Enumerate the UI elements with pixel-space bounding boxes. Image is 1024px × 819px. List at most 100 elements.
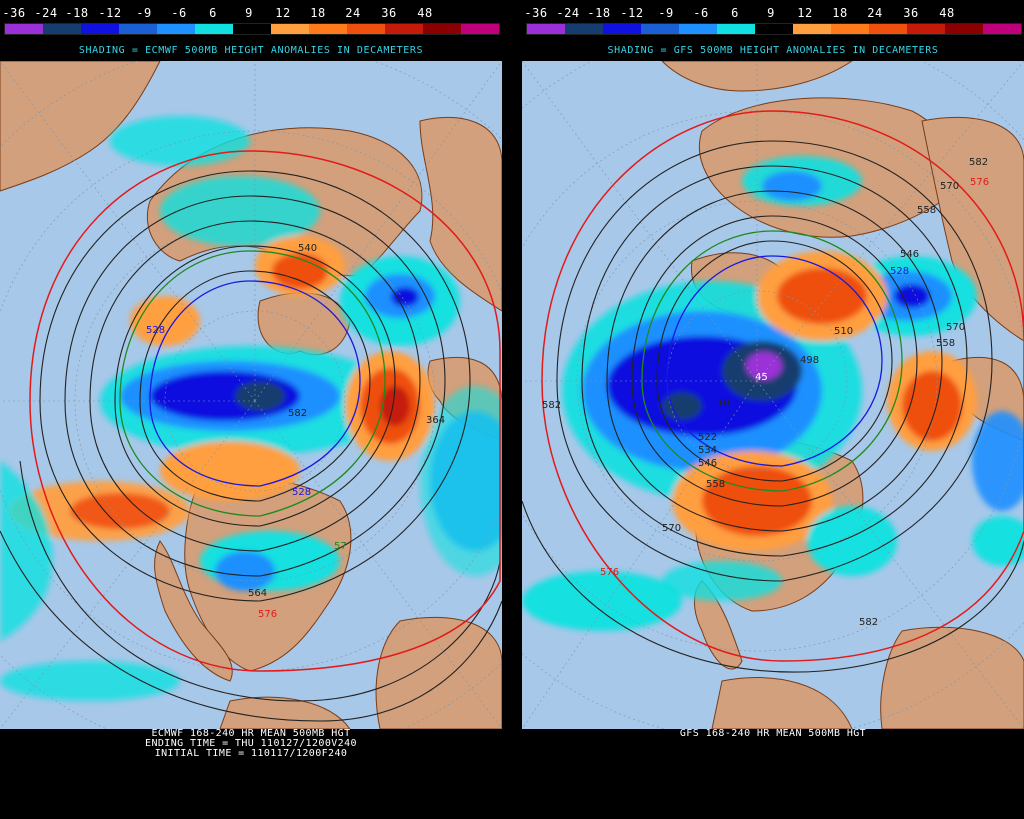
scale-value: 48 [417, 6, 433, 20]
contour-label: 540 [298, 243, 317, 254]
contour-label: 570 [940, 181, 959, 192]
shading-title: SHADING = ECMWF 500MB HEIGHT ANOMALIES I… [78, 45, 424, 56]
scandinavia-russia-land [921, 116, 1024, 342]
scale-value: -12 [620, 6, 644, 20]
scale-swatch [793, 24, 831, 34]
scandinavia-russia-land [419, 116, 502, 312]
graticule [0, 61, 502, 729]
scale-value: 36 [381, 6, 397, 20]
scale-swatch [907, 24, 945, 34]
south-america-land [711, 676, 853, 729]
scale-value: -24 [34, 6, 58, 20]
scale-value: -18 [65, 6, 89, 20]
gfs-anomaly-map: 582 570 558 546 528 576 510 498 45 10 52… [522, 61, 1024, 729]
contour-label: 558 [706, 479, 725, 490]
contour-label: 546 [900, 249, 919, 260]
gfs-panel: -36 -24 -18 -12 -9 -6 6 9 12 18 24 36 48… [522, 0, 1024, 819]
contour-label: 558 [936, 338, 955, 349]
africa-land [880, 626, 1024, 729]
scale-swatch [423, 24, 461, 34]
contour-label: 534 [698, 445, 717, 456]
scale-value: 12 [275, 6, 291, 20]
contour-label: 582 [859, 617, 878, 628]
shading-title: SHADING = GFS 500MB HEIGHT ANOMALIES IN … [607, 45, 939, 56]
scale-value: 48 [939, 6, 955, 20]
scale-value: -18 [587, 6, 611, 20]
contour-label: 582 [288, 408, 307, 419]
scale-swatch [755, 24, 793, 34]
scale-swatch [271, 24, 309, 34]
scale-value: 24 [867, 6, 883, 20]
scale-value: -6 [171, 6, 187, 20]
anomaly-scale-labels: -36 -24 -18 -12 -9 -6 6 9 12 18 24 36 48 [0, 6, 502, 20]
scale-swatch [831, 24, 869, 34]
contour-label: 570 [946, 322, 965, 333]
contour-label: 570 [662, 523, 681, 534]
scale-swatch [347, 24, 385, 34]
contour-label: 564 [248, 588, 267, 599]
contour-label: 364 [426, 415, 445, 426]
ecmwf-panel: -36 -24 -18 -12 -9 -6 6 9 12 18 24 36 48… [0, 0, 502, 819]
contour-label: 576 [970, 177, 989, 188]
contour-label: 576 [258, 609, 277, 620]
greenland-land [257, 292, 351, 356]
anomaly-color-bar [4, 23, 500, 35]
scale-swatch [5, 24, 43, 34]
map-caption: GFS 168-240 HR MEAN 500MB HGT [522, 729, 1024, 739]
contour-label-group: 540 528 582 364 528 57 564 576 [146, 243, 445, 620]
contour-label: 45 [755, 372, 768, 383]
scale-value: 18 [310, 6, 326, 20]
contour-label: 576 [600, 567, 619, 578]
contour-label: 10 [717, 398, 730, 409]
scale-value: -6 [693, 6, 709, 20]
contour-528 [666, 255, 883, 467]
scale-swatch [869, 24, 907, 34]
height-contours [0, 170, 502, 722]
map-caption: ECMWF 168-240 HR MEAN 500MB HGT ENDING T… [0, 729, 502, 759]
contour-540 [641, 230, 903, 492]
scale-value: -12 [98, 6, 122, 20]
scale-value: 18 [832, 6, 848, 20]
scale-swatch [641, 24, 679, 34]
anomaly-color-bar [526, 23, 1022, 35]
caption-line: ECMWF 168-240 HR MEAN 500MB HGT [151, 728, 351, 739]
scale-swatch [195, 24, 233, 34]
caption-line: INITIAL TIME = 110117/1200F240 [154, 748, 348, 759]
scale-swatch [717, 24, 755, 34]
scale-value: 9 [245, 6, 253, 20]
contour-label: 498 [800, 355, 819, 366]
contour-label: 510 [834, 326, 853, 337]
scale-swatch [527, 24, 565, 34]
scale-value: 24 [345, 6, 361, 20]
scale-swatch [309, 24, 347, 34]
contour-label: 528 [146, 325, 165, 336]
scale-value: -36 [524, 6, 548, 20]
scale-value: 9 [767, 6, 775, 20]
scale-swatch [983, 24, 1021, 34]
northwest-land [0, 61, 161, 192]
contour-label: 57 [334, 541, 347, 552]
scale-swatch [81, 24, 119, 34]
scale-value: -9 [658, 6, 674, 20]
contour-540 [119, 250, 386, 517]
contour-label: 582 [969, 157, 988, 168]
anomaly-shading [522, 156, 1024, 631]
scale-swatch [233, 24, 271, 34]
africa-land [375, 616, 502, 729]
scale-value: 6 [209, 6, 217, 20]
scale-swatch [385, 24, 423, 34]
scale-swatch [461, 24, 499, 34]
caption-line: ENDING TIME = THU 110127/1200V240 [145, 738, 357, 749]
contour-label: 528 [292, 487, 311, 498]
scale-value: -24 [556, 6, 580, 20]
contour-label: 528 [890, 266, 909, 277]
mexico-land [694, 580, 743, 670]
anomaly-scale-labels: -36 -24 -18 -12 -9 -6 6 9 12 18 24 36 48 [522, 6, 1024, 20]
caption-line: GFS 168-240 HR MEAN 500MB HGT [679, 728, 867, 739]
scale-swatch [43, 24, 81, 34]
scale-swatch [157, 24, 195, 34]
scale-value: -9 [136, 6, 152, 20]
contour-label-group: 582 570 558 546 528 576 510 498 45 10 52… [542, 157, 989, 628]
contour-label: 546 [698, 458, 717, 469]
contour-label: 558 [917, 205, 936, 216]
